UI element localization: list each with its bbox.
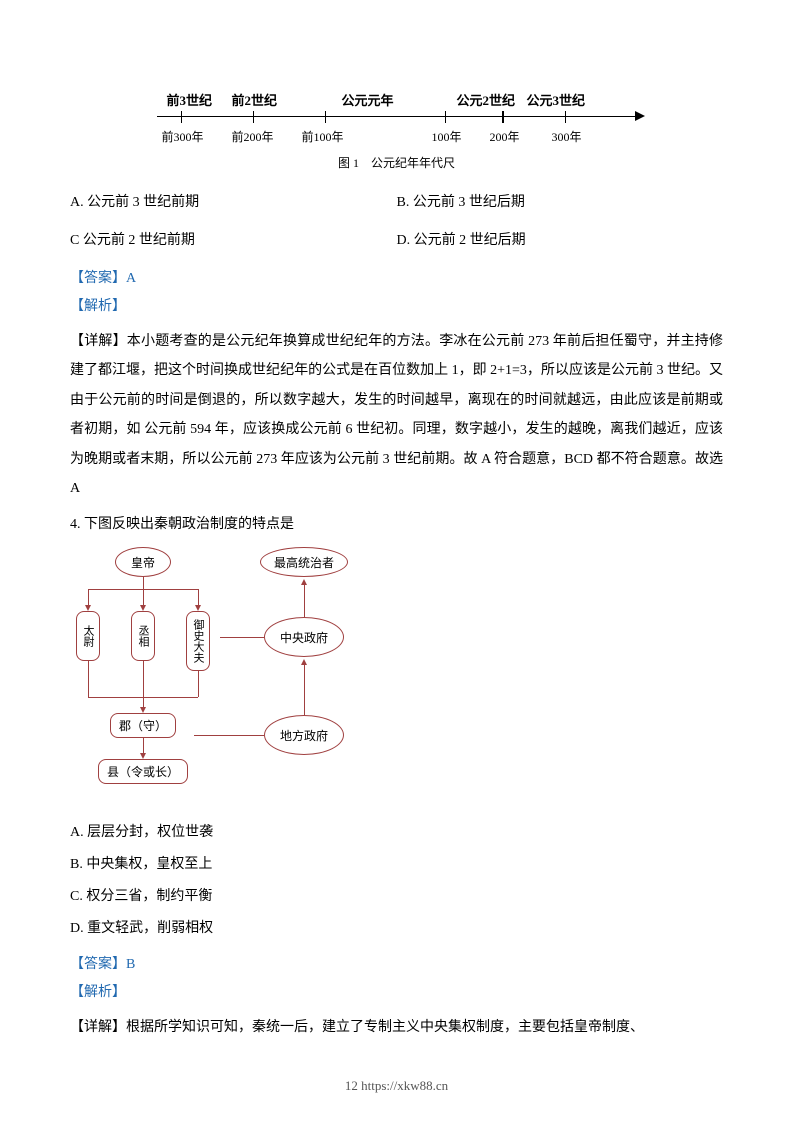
timeline-figure: 前3世纪 前2世纪 公元元年 公元2世纪 公元3世纪 前300年 前200年 前… [157,90,637,171]
q3-options-row2: C 公元前 2 世纪前期 D. 公元前 2 世纪后期 [70,229,723,249]
node-yushi: 御史大夫 [186,611,210,671]
q4-option-b: B. 中央集权，皇权至上 [70,853,723,873]
analysis-label: 【解析】 [70,981,723,1001]
q4-option-d: D. 重文轻武，削弱相权 [70,917,723,937]
timeline-top-labels: 前3世纪 前2世纪 公元元年 公元2世纪 公元3世纪 [157,90,637,108]
option-a: A. 公元前 3 世纪前期 [70,191,397,211]
bottom-label: 300年 [552,128,582,145]
option-c: C 公元前 2 世纪前期 [70,229,397,249]
q4-option-a: A. 层层分封，权位世袭 [70,821,723,841]
top-label: 公元2世纪 [457,90,516,109]
option-b: B. 公元前 3 世纪后期 [397,191,724,211]
page-footer: 12 https://xkw88.cn [0,1078,793,1094]
answer-label: 【答案】B [70,953,723,973]
node-ruler: 最高统治者 [260,547,348,577]
answer-label: 【答案】A [70,267,723,287]
bottom-label: 前200年 [232,128,274,145]
bottom-label: 200年 [490,128,520,145]
node-chengxiang: 丞相 [131,611,155,661]
q4-explanation: 【详解】根据所学知识可知，秦统一后，建立了专制主义中央集权制度，主要包括皇帝制度… [70,1013,723,1042]
top-label: 前3世纪 [167,90,213,109]
node-local: 地方政府 [264,715,344,755]
node-xian: 县（令或长） [98,759,188,784]
bottom-label: 前100年 [302,128,344,145]
node-emperor: 皇帝 [115,547,171,577]
analysis-label: 【解析】 [70,295,723,315]
qin-diagram: 皇帝 太尉 丞相 御史大夫 郡（守） 县（令或长） 最高统治者 中央政府 地方政… [70,547,723,807]
timeline-caption: 图 1 公元纪年年代尺 [157,154,637,171]
diagram-left: 皇帝 太尉 丞相 御史大夫 郡（守） 县（令或长） [70,547,220,807]
node-central: 中央政府 [264,617,344,657]
node-jun: 郡（守） [110,713,176,738]
q3-options-row1: A. 公元前 3 世纪前期 B. 公元前 3 世纪后期 [70,191,723,211]
q4-option-c: C. 权分三省，制约平衡 [70,885,723,905]
diagram-right: 最高统治者 中央政府 地方政府 [250,547,370,807]
q3-explanation: 【详解】本小题考查的是公元纪年换算成世纪纪年的方法。李冰在公元前 273 年前后… [70,327,723,503]
top-label: 公元3世纪 [527,90,586,109]
timeline-bottom-labels: 前300年 前200年 前100年 100年 200年 300年 [157,128,637,144]
bottom-label: 前300年 [162,128,204,145]
bottom-label: 100年 [432,128,462,145]
node-taiwei: 太尉 [76,611,100,661]
option-d: D. 公元前 2 世纪后期 [397,229,724,249]
q4-stem: 4. 下图反映出秦朝政治制度的特点是 [70,513,723,533]
top-label: 公元元年 [342,90,394,109]
top-label: 前2世纪 [232,90,278,109]
